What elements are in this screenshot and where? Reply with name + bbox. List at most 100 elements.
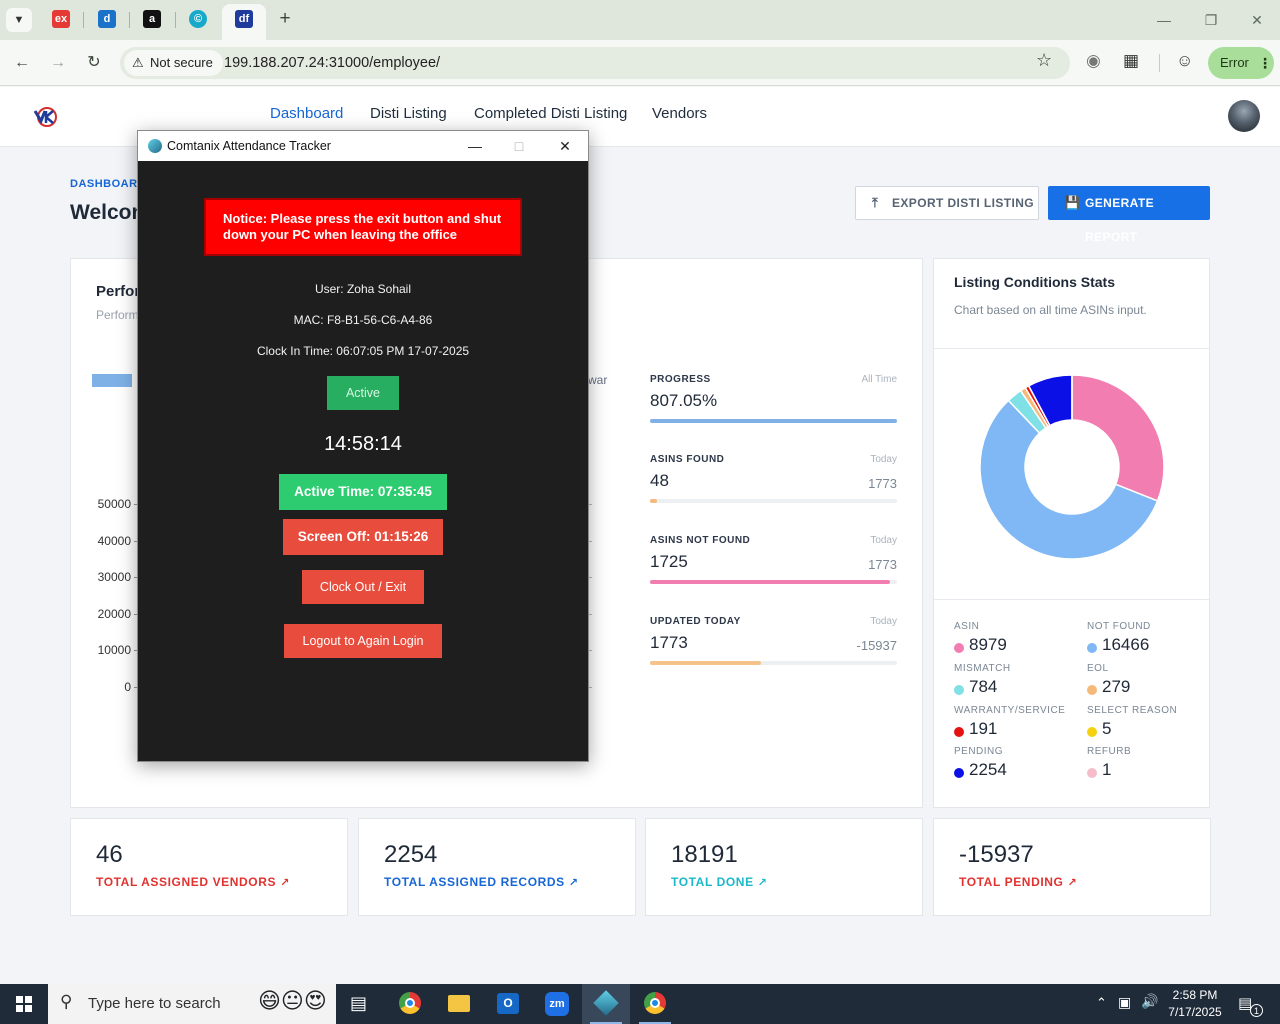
progress-total: -15937 bbox=[856, 638, 897, 653]
minimize-icon[interactable]: — bbox=[468, 138, 482, 154]
kpi-label-link[interactable]: TOTAL PENDING ↗ bbox=[959, 875, 1077, 889]
tab-separator bbox=[175, 12, 176, 28]
tab-separator bbox=[83, 12, 84, 28]
external-link-icon: ↗ bbox=[757, 877, 768, 889]
task-view-icon[interactable]: ▤ bbox=[350, 993, 368, 1013]
listing-donut-chart bbox=[979, 374, 1165, 560]
progress-track bbox=[650, 580, 897, 584]
kpi-label: TOTAL ASSIGNED RECORDS bbox=[384, 875, 565, 889]
dell-like-icon[interactable]: d bbox=[98, 10, 116, 28]
stat-label: MISMATCH bbox=[954, 663, 1011, 674]
ex-icon[interactable]: ex bbox=[52, 10, 70, 28]
taskbar-clock[interactable]: 2:58 PM 7/17/2025 bbox=[1160, 987, 1230, 1021]
external-link-icon: ↗ bbox=[1067, 877, 1078, 889]
y-tick-label: 50000 bbox=[97, 497, 131, 511]
minimize-icon[interactable]: — bbox=[1157, 12, 1171, 28]
progress-track bbox=[650, 419, 897, 423]
close-icon[interactable]: ✕ bbox=[1251, 12, 1263, 28]
external-link-icon: ↗ bbox=[280, 877, 290, 889]
chrome-icon[interactable] bbox=[386, 984, 434, 1024]
amazon-icon[interactable]: a bbox=[143, 10, 161, 28]
nav-dashboard[interactable]: Dashboard bbox=[270, 105, 344, 122]
nav-vendors[interactable]: Vendors bbox=[652, 105, 708, 122]
browser-toolbar: ← → ↻ ⚠ Not secure 199.188.207.24:31000/… bbox=[0, 40, 1280, 86]
translate-icon[interactable]: ◉ bbox=[1086, 51, 1101, 70]
profile-icon[interactable]: ☺ bbox=[1176, 51, 1194, 70]
generate-report-button[interactable]: 💾 GENERATE REPORT bbox=[1048, 186, 1210, 244]
legend-label[interactable]: war bbox=[588, 373, 608, 387]
tab-search-button[interactable]: ▼ bbox=[6, 8, 32, 32]
kpi-label-link[interactable]: TOTAL ASSIGNED VENDORS ↗ bbox=[96, 875, 290, 889]
kpi-card[interactable]: 18191 TOTAL DONE ↗ bbox=[645, 818, 923, 916]
comtanix-app-icon bbox=[148, 139, 162, 153]
search-placeholder: Type here to search bbox=[88, 995, 221, 1012]
active-indicator bbox=[590, 1022, 622, 1024]
logout-again-login-button[interactable]: Logout to Again Login bbox=[284, 624, 442, 658]
url-text[interactable]: 199.188.207.24:31000/employee/ bbox=[224, 55, 441, 71]
upload-icon: ⤒ bbox=[872, 195, 879, 210]
new-tab-button[interactable]: + bbox=[279, 8, 291, 29]
donut-slice-asin[interactable] bbox=[1071, 374, 1165, 502]
close-icon[interactable]: ✕ bbox=[559, 138, 571, 154]
chrome-profile-icon[interactable] bbox=[631, 984, 679, 1024]
y-grid-stub bbox=[589, 687, 592, 688]
nav-completed-disti-listing[interactable]: Completed Disti Listing bbox=[474, 105, 628, 122]
donut-slice-not-found[interactable] bbox=[979, 399, 1159, 560]
kpi-card[interactable]: 46 TOTAL ASSIGNED VENDORS ↗ bbox=[70, 818, 348, 916]
site-logo-icon[interactable] bbox=[33, 105, 59, 129]
y-tick-mark bbox=[134, 614, 139, 615]
taskbar-search-box[interactable]: ⚲ Type here to search 😄😐😍 bbox=[48, 984, 336, 1024]
outlook-icon[interactable]: O bbox=[484, 984, 532, 1024]
stat-label: SELECT REASON bbox=[1087, 705, 1178, 716]
reload-icon[interactable]: ↻ bbox=[87, 54, 101, 71]
attendance-user: User: Zoha Sohail bbox=[314, 282, 412, 296]
progress-item: ASINS NOT FOUND Today 1725 1773 bbox=[650, 535, 897, 587]
kpi-card[interactable]: -15937 TOTAL PENDING ↗ bbox=[933, 818, 1211, 916]
address-bar[interactable]: ⚠ Not secure 199.188.207.24:31000/employ… bbox=[120, 47, 1070, 79]
stat-label: WARRANTY/SERVICE bbox=[954, 705, 1066, 716]
active-tab[interactable]: df bbox=[222, 4, 266, 40]
windows-start-icon[interactable] bbox=[0, 984, 48, 1024]
progress-note: Today bbox=[870, 616, 897, 627]
legend-swatch[interactable] bbox=[92, 374, 132, 387]
zoom-icon[interactable]: zm bbox=[533, 984, 581, 1024]
security-chip[interactable]: ⚠ Not secure bbox=[124, 50, 223, 76]
nav-disti-listing[interactable]: Disti Listing bbox=[370, 105, 447, 122]
bookmark-star-icon[interactable]: ☆ bbox=[1036, 50, 1053, 70]
file-explorer-icon[interactable] bbox=[435, 984, 483, 1024]
forward-arrow-icon[interactable]: → bbox=[50, 54, 66, 71]
search-icon: ⚲ bbox=[60, 992, 73, 1011]
clock-out-exit-button[interactable]: Clock Out / Exit bbox=[302, 570, 424, 604]
back-arrow-icon[interactable]: ← bbox=[14, 54, 30, 71]
breadcrumb[interactable]: DASHBOARD bbox=[70, 178, 146, 190]
stat-label: EOL bbox=[1087, 663, 1109, 674]
avatar[interactable] bbox=[1228, 100, 1260, 132]
stat-label: REFURB bbox=[1087, 746, 1132, 757]
y-tick-label: 40000 bbox=[97, 534, 131, 548]
progress-note: Today bbox=[870, 454, 897, 465]
volume-icon[interactable]: 🔊 bbox=[1141, 993, 1159, 1009]
network-icon[interactable]: ▣ bbox=[1118, 994, 1132, 1010]
y-grid-stub bbox=[589, 541, 592, 542]
kpi-label-link[interactable]: TOTAL ASSIGNED RECORDS ↗ bbox=[384, 875, 579, 889]
kpi-label-link[interactable]: TOTAL DONE ↗ bbox=[671, 875, 768, 889]
warning-icon: ⚠ bbox=[132, 55, 144, 70]
stat-label: ASIN bbox=[954, 621, 980, 632]
maximize-icon[interactable]: □ bbox=[514, 138, 524, 154]
attendance-titlebar[interactable]: Comtanix Attendance Tracker — □ ✕ bbox=[138, 131, 588, 161]
progress-note: All Time bbox=[861, 374, 897, 385]
progress-fill bbox=[650, 661, 762, 665]
export-disti-listing-button[interactable]: ⤒ EXPORT DISTI LISTING bbox=[855, 186, 1039, 220]
tray-overflow-chevron-icon[interactable]: ⌃ bbox=[1096, 995, 1107, 1010]
error-menu-button[interactable]: Error ⋮ bbox=[1208, 47, 1274, 79]
notifications-icon[interactable]: ▤ bbox=[1238, 995, 1253, 1012]
extensions-icon[interactable]: ▦ bbox=[1123, 51, 1140, 70]
kpi-card[interactable]: 2254 TOTAL ASSIGNED RECORDS ↗ bbox=[358, 818, 636, 916]
progress-value: 807.05% bbox=[650, 391, 718, 410]
stat-value: 279 bbox=[1102, 677, 1131, 696]
restore-icon[interactable]: ❐ bbox=[1204, 12, 1218, 28]
copyright-icon[interactable]: © bbox=[189, 10, 207, 28]
kpi-value: 18191 bbox=[671, 841, 738, 868]
comtanix-taskbar-icon[interactable] bbox=[582, 984, 630, 1024]
toolbar-separator bbox=[1159, 54, 1160, 72]
